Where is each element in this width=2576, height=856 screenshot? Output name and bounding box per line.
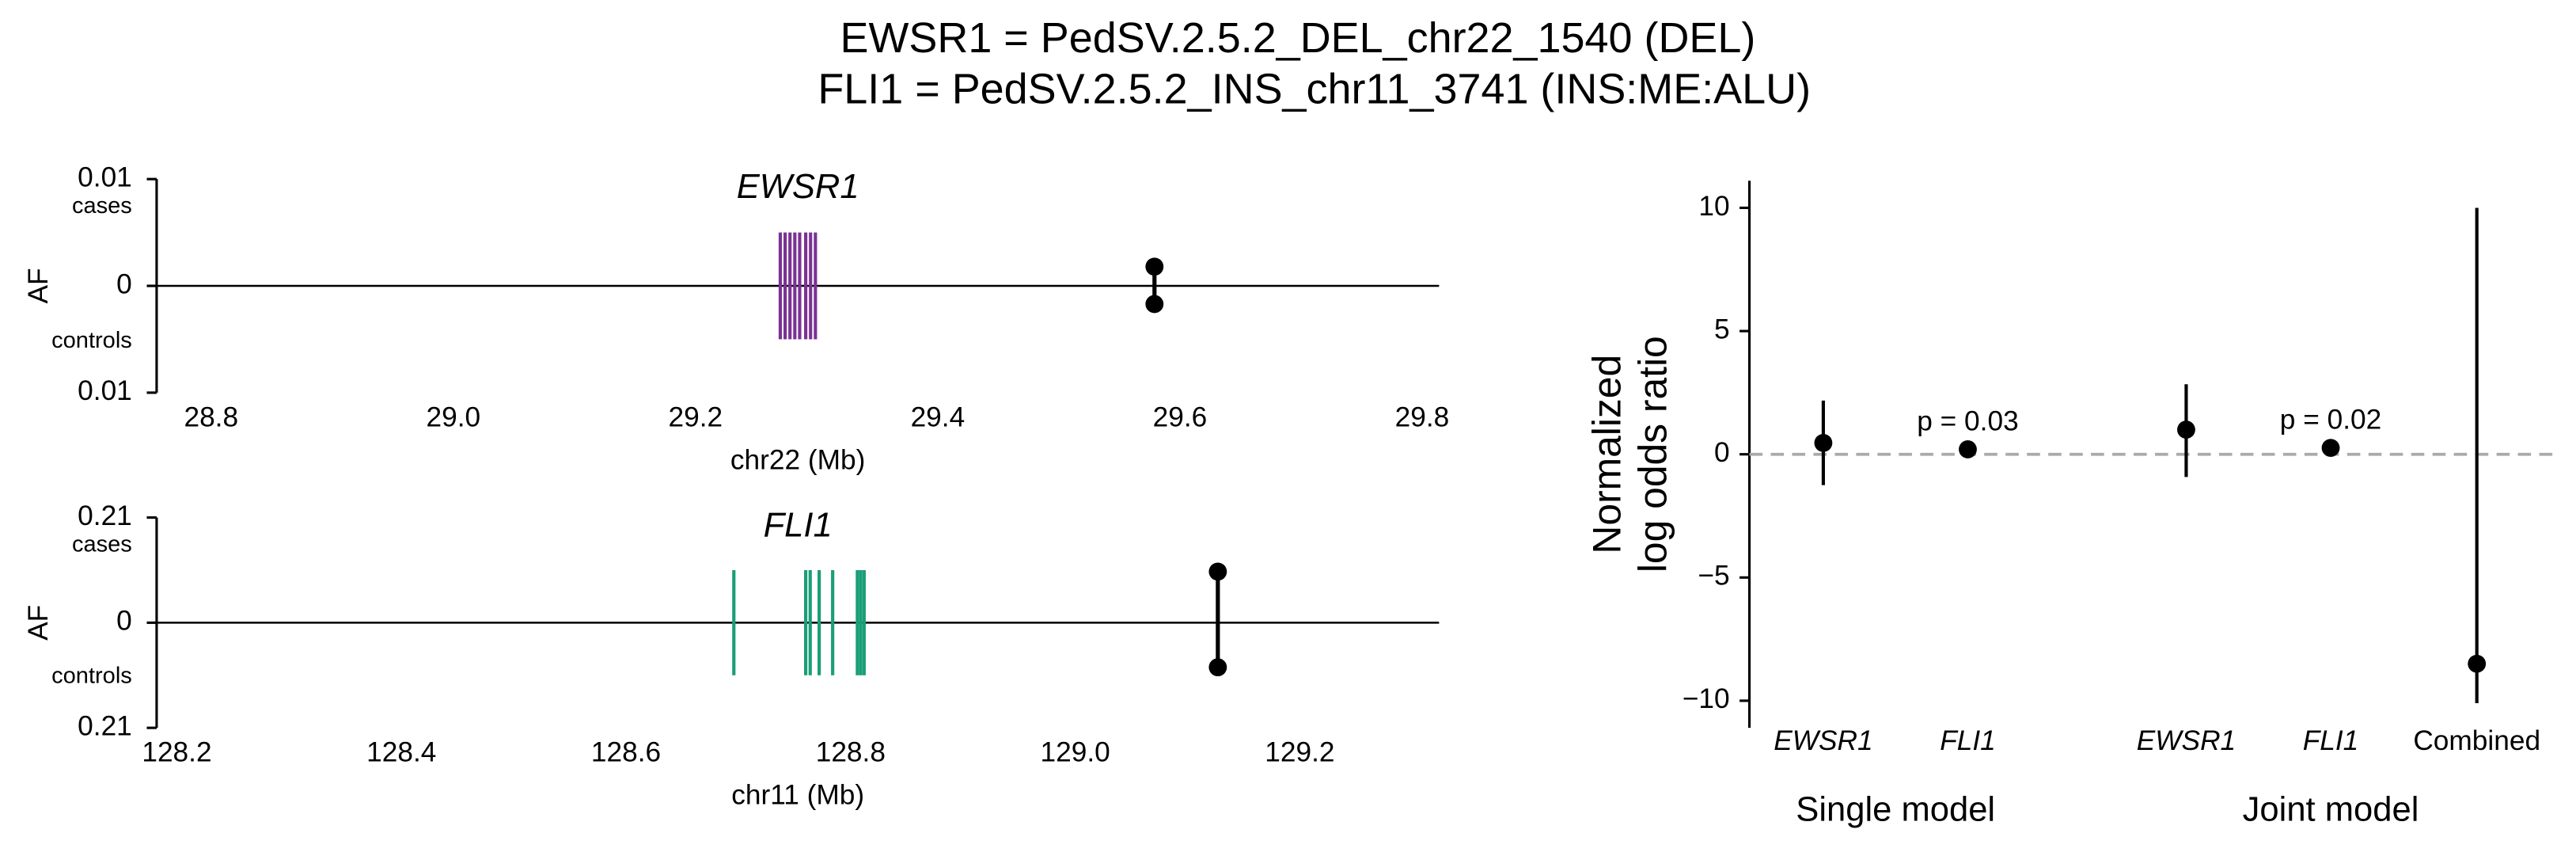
p-value-label: p = 0.02	[2280, 405, 2381, 436]
variant-cases	[1145, 257, 1164, 276]
x-tick-label: 128.8	[816, 737, 886, 768]
x-axis-label: chr11 (Mb)	[731, 780, 864, 811]
variant-cases	[1208, 562, 1227, 581]
x-tick-label: 128.6	[591, 737, 661, 768]
exon	[862, 569, 866, 675]
variant-controls	[1208, 658, 1227, 677]
x-tick-label: 29.2	[669, 401, 723, 432]
category-label: FLI1	[1940, 725, 1996, 756]
exon	[778, 232, 783, 340]
estimate-point	[2177, 420, 2195, 439]
x-tick-label: 29.6	[1153, 401, 1208, 432]
category-label: EWSR1	[1774, 725, 1872, 756]
exon	[804, 232, 808, 340]
category-label: FLI1	[2303, 725, 2359, 756]
exon	[793, 232, 797, 340]
group-label: Single model	[1796, 790, 1995, 828]
exon	[804, 569, 808, 675]
exon	[809, 232, 813, 340]
exon	[859, 569, 863, 675]
y-tick-label: 0.21	[78, 710, 132, 741]
y-tick-label: 0.01	[78, 162, 132, 192]
x-tick-label: 29.0	[426, 401, 480, 432]
y-tick-label: 0	[116, 268, 132, 299]
variant-controls	[1145, 295, 1164, 314]
group-label: Joint model	[2243, 790, 2419, 828]
estimate-point	[1814, 433, 1833, 452]
exon	[732, 569, 736, 675]
y-tick-label: 0.01	[78, 375, 132, 406]
y-axis-label: AF	[23, 605, 54, 641]
exon	[814, 232, 818, 340]
x-tick-label: 29.8	[1395, 401, 1450, 432]
exon	[818, 569, 821, 675]
x-axis-label: chr22 (Mb)	[730, 444, 866, 475]
exon	[798, 232, 802, 340]
x-tick-label: 128.4	[366, 737, 436, 768]
x-tick-label: 29.4	[911, 401, 966, 432]
group-label: cases	[72, 193, 132, 219]
y-axis-label: Normalized	[1584, 355, 1629, 554]
group-label: controls	[51, 328, 132, 353]
p-value-label: p = 0.03	[1917, 406, 2018, 437]
exon	[808, 569, 812, 675]
y-tick-label: 0	[1714, 437, 1730, 468]
y-tick-label: 0.21	[78, 500, 132, 531]
x-tick-label: 129.2	[1265, 737, 1334, 768]
exon	[856, 569, 859, 675]
x-tick-label: 28.8	[184, 401, 238, 432]
y-tick-label: −10	[1683, 683, 1730, 714]
x-tick-label: 129.0	[1041, 737, 1110, 768]
x-tick-label: 128.2	[142, 737, 211, 768]
group-label: controls	[51, 664, 132, 689]
gene-title: EWSR1	[737, 168, 859, 206]
group-label: cases	[72, 532, 132, 557]
exon	[788, 232, 792, 340]
y-tick-label: −5	[1698, 561, 1729, 592]
y-tick-label: 0	[116, 606, 132, 637]
category-label: Combined	[2413, 725, 2540, 756]
y-axis-label: log odds ratio	[1630, 336, 1675, 573]
y-tick-label: 10	[1698, 191, 1729, 222]
figure-title: FLI1 = PedSV.2.5.2_INS_chr11_3741 (INS:M…	[818, 65, 1811, 112]
category-label: EWSR1	[2137, 725, 2236, 756]
estimate-point	[1959, 440, 1977, 458]
exon	[831, 569, 835, 675]
y-tick-label: 5	[1714, 314, 1730, 344]
figure-title: EWSR1 = PedSV.2.5.2_DEL_chr22_1540 (DEL)	[840, 14, 1756, 62]
y-axis-label: AF	[23, 268, 54, 303]
exon	[783, 232, 787, 340]
gene-title: FLI1	[764, 507, 833, 545]
estimate-point	[2468, 654, 2487, 673]
estimate-point	[2321, 439, 2340, 458]
